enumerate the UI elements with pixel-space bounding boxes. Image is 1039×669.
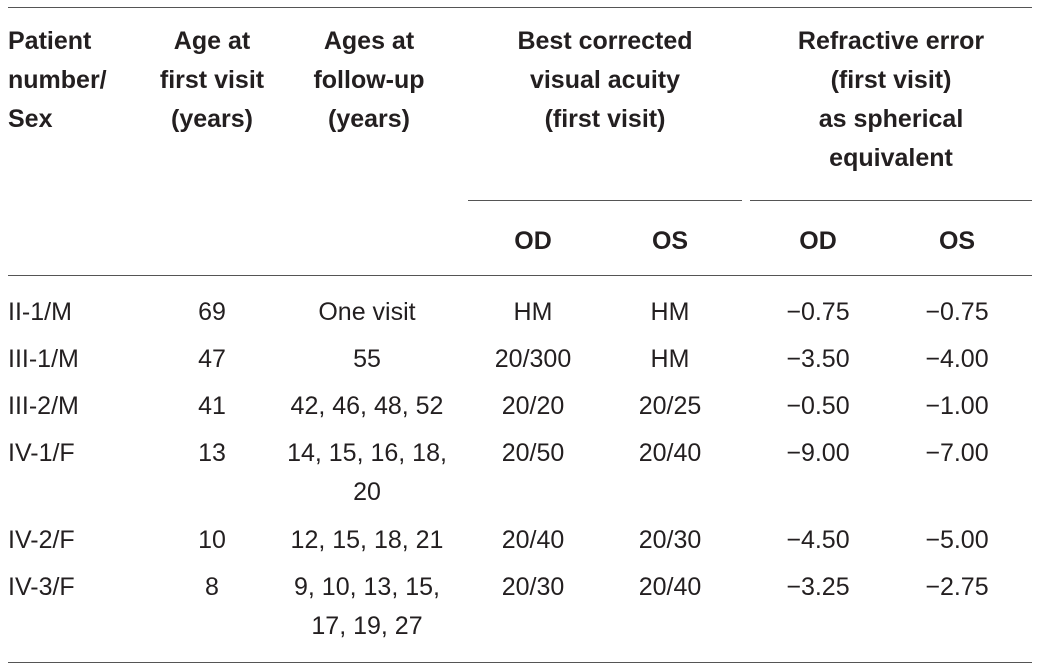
refractive-span-rule	[750, 200, 1032, 201]
cell-followup-line: 9, 10, 13, 15,	[294, 573, 440, 601]
cell-followup-line: 42, 46, 48, 52	[290, 392, 444, 420]
cell-followup-line: 12, 15, 18, 21	[290, 526, 444, 554]
subheader-re-od: OD	[799, 227, 837, 255]
cell-age: 8	[205, 573, 219, 601]
cell-bcva-od: 20/50	[501, 439, 565, 467]
subheader-bcva-os: OS	[651, 227, 689, 255]
cell-re-od: −3.25	[786, 573, 850, 601]
header-bcva-line: visual acuity	[529, 66, 681, 94]
cell-age: 13	[198, 439, 226, 467]
header-followup-line: follow-up	[313, 66, 425, 94]
cell-followup: 12, 15, 18, 21	[272, 521, 462, 560]
subheader-re-os: OS	[938, 227, 976, 255]
cell-re-od: −0.50	[786, 392, 850, 420]
cell-followup-line: One visit	[318, 298, 416, 326]
cell-bcva-os: 20/40	[638, 439, 702, 467]
cell-patient: II-1/M	[8, 298, 72, 326]
header-age-first-visit: Age at first visit (years)	[146, 22, 278, 139]
header-refractive-line: Refractive error	[797, 27, 985, 55]
cell-patient: IV-3/F	[8, 573, 75, 601]
header-age-line: Age at	[173, 27, 251, 55]
cell-age: 10	[198, 526, 226, 554]
cell-re-os: −0.75	[925, 298, 989, 326]
cell-bcva-od: 20/20	[501, 392, 565, 420]
cell-re-os: −1.00	[925, 392, 989, 420]
cell-bcva-os: HM	[650, 345, 690, 373]
header-followup-line: (years)	[328, 105, 410, 133]
header-age-line: (years)	[171, 105, 253, 133]
cell-re-os: −7.00	[925, 439, 989, 467]
header-refractive-line: equivalent	[829, 144, 953, 172]
cell-followup-line: 20	[353, 478, 381, 506]
cell-bcva-os: 20/40	[638, 573, 702, 601]
cell-followup-line: 55	[353, 345, 381, 373]
cell-patient: IV-1/F	[8, 439, 75, 467]
cell-bcva-od: 20/30	[501, 573, 565, 601]
header-bottom-rule	[8, 275, 1032, 276]
header-patient-line: Sex	[8, 105, 53, 133]
cell-age: 69	[198, 298, 226, 326]
cell-patient: IV-2/F	[8, 526, 75, 554]
cell-bcva-os: 20/30	[638, 526, 702, 554]
header-refractive-line: (first visit)	[830, 66, 952, 94]
cell-followup: 55	[272, 340, 462, 379]
cell-age: 41	[198, 392, 226, 420]
header-age-line: first visit	[159, 66, 265, 94]
header-refractive-line: as spherical	[818, 105, 964, 133]
cell-re-os: −5.00	[925, 526, 989, 554]
header-bcva-line: Best corrected	[517, 27, 693, 55]
header-followup-line: Ages at	[323, 27, 415, 55]
cell-bcva-os: HM	[650, 298, 690, 326]
cell-re-od: −3.50	[786, 345, 850, 373]
bcva-span-rule	[468, 200, 742, 201]
cell-patient: III-1/M	[8, 345, 79, 373]
cell-followup: One visit	[272, 293, 462, 332]
header-patient: Patient number/ Sex	[8, 22, 107, 139]
cell-followup: 9, 10, 13, 15, 17, 19, 27	[272, 568, 462, 646]
cell-age: 47	[198, 345, 226, 373]
cell-followup: 42, 46, 48, 52	[272, 387, 462, 426]
cell-bcva-os: 20/25	[638, 392, 702, 420]
header-refractive-error: Refractive error (first visit) as spheri…	[750, 22, 1032, 178]
cell-re-od: −4.50	[786, 526, 850, 554]
cell-bcva-od: 20/300	[494, 345, 572, 373]
cell-followup-line: 14, 15, 16, 18,	[287, 439, 447, 467]
cell-re-od: −9.00	[786, 439, 850, 467]
cell-re-od: −0.75	[786, 298, 850, 326]
header-ages-follow-up: Ages at follow-up (years)	[284, 22, 454, 139]
header-bcva-line: (first visit)	[544, 105, 666, 133]
table-bottom-rule	[8, 662, 1032, 663]
subheader-bcva-od: OD	[514, 227, 552, 255]
cell-re-os: −2.75	[925, 573, 989, 601]
header-patient-line: Patient	[8, 27, 92, 55]
cell-bcva-od: 20/40	[501, 526, 565, 554]
header-bcva: Best corrected visual acuity (first visi…	[468, 22, 742, 139]
cell-followup-line: 17, 19, 27	[311, 612, 423, 640]
cell-bcva-od: HM	[513, 298, 553, 326]
table-top-rule	[8, 7, 1032, 8]
cell-re-os: −4.00	[925, 345, 989, 373]
header-patient-line: number/	[8, 66, 107, 94]
cell-patient: III-2/M	[8, 392, 79, 420]
cell-followup: 14, 15, 16, 18, 20	[272, 434, 462, 512]
